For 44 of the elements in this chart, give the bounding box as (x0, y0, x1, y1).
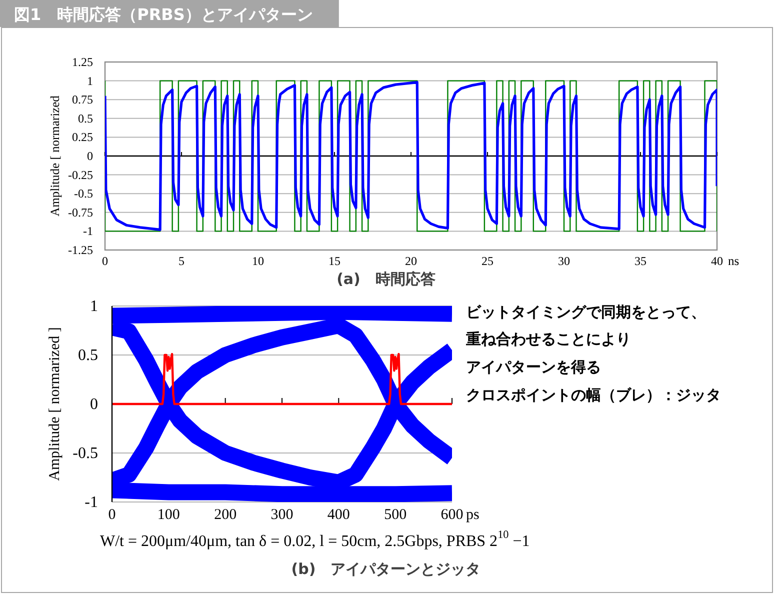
x-tick-label: 25 (482, 254, 494, 268)
x-tick-label: 10 (252, 254, 264, 268)
x-tick-label: 20 (405, 254, 417, 268)
xlabel: ps (466, 507, 480, 523)
x-tick-label: 40 (711, 254, 723, 268)
y-tick-label: 0.75 (72, 92, 93, 107)
x-tick-label: 400 (327, 507, 350, 523)
x-tick-label: 5 (178, 254, 184, 268)
y-tick-label: -1.25 (68, 243, 93, 257)
y-tick-label: 1.25 (72, 55, 93, 69)
y-tick-label: 0 (90, 396, 98, 412)
x-tick-label: 30 (558, 254, 570, 268)
annotation: 重ね合わせることにより (466, 330, 631, 348)
annotation: W/t = 200μm/40μm, tan δ = 0.02, l = 50cm, 2.5Gbps, PRBS 2$^{10}$ −1 (100, 529, 530, 550)
x-tick-label: 0 (102, 254, 108, 268)
ylabel: Amplitude [ normarized (48, 96, 62, 216)
title: 図1 時間応答（PRBS）とアイパターン (14, 4, 313, 24)
y-tick-label: 0.5 (78, 346, 98, 364)
x-tick-label: 500 (384, 507, 407, 523)
x-tick-label: 35 (634, 254, 646, 268)
y-tick-label: 0.5 (78, 111, 93, 126)
x-tick-label: 15 (328, 254, 340, 268)
y-tick-label: 0 (87, 149, 93, 163)
y-tick-label: 1 (87, 74, 93, 88)
xlabel: ns (728, 254, 740, 268)
annotation: クロスポイントの幅（ブレ）：ジッタ (466, 386, 721, 404)
x-tick-label: 300 (270, 507, 294, 523)
subtitle: (a) 時間応答 (336, 270, 436, 288)
title: (b) アイパターンとジッタ (291, 560, 481, 578)
y-tick-label: -0.5 (74, 186, 93, 201)
y-tick-label: 1 (90, 298, 98, 314)
annotation: ビットタイミングで同期をとって、 (466, 303, 706, 321)
x-tick-label: 200 (214, 507, 237, 523)
y-tick-label: -0.25 (68, 168, 93, 182)
x-tick-label: 0 (108, 507, 116, 523)
y-tick-label: 0.25 (72, 130, 93, 144)
x-tick-label: 600 (440, 507, 464, 523)
y-tick-label: -1 (83, 224, 93, 238)
x-tick-label: 100 (157, 507, 180, 523)
ylabel: Amplitude [ normarized ] (47, 327, 63, 481)
y-tick-label: -0.5 (72, 444, 98, 462)
y-tick-label: -1 (84, 494, 98, 510)
annotation: アイパターンを得る (466, 358, 601, 376)
y-tick-label: -0.75 (68, 205, 93, 220)
